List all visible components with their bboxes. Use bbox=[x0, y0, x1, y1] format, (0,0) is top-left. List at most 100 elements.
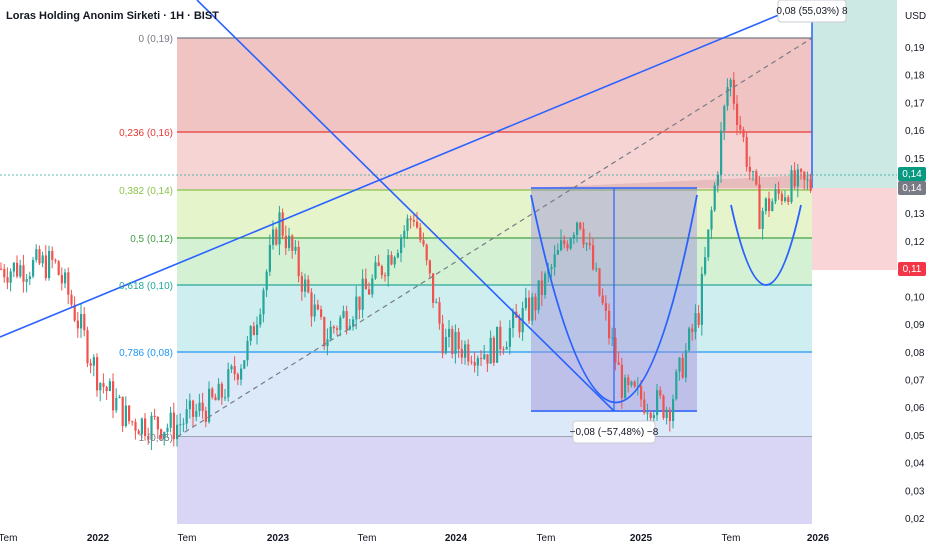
candle-body bbox=[496, 326, 499, 363]
candle-body bbox=[710, 210, 713, 230]
candle-body bbox=[704, 257, 707, 274]
candle-body bbox=[534, 296, 537, 311]
y-tick-label: 0,05 bbox=[905, 431, 925, 442]
candle-body bbox=[601, 295, 604, 304]
candle-body bbox=[316, 304, 319, 310]
last-price-text: 0,14 bbox=[902, 183, 922, 194]
candle-body bbox=[144, 418, 147, 436]
candle-body bbox=[432, 273, 435, 303]
candle-body bbox=[176, 424, 179, 440]
candle-body bbox=[406, 218, 409, 231]
candle-body bbox=[400, 237, 403, 254]
x-tick-label: Tem bbox=[0, 533, 17, 544]
x-tick-label: Tem bbox=[537, 533, 556, 544]
candle-body bbox=[512, 311, 515, 328]
candle-body bbox=[102, 383, 105, 388]
candle-body bbox=[25, 279, 28, 282]
candle-body bbox=[156, 416, 159, 430]
candle-body bbox=[524, 297, 527, 309]
candle-body bbox=[579, 222, 582, 229]
candle-body bbox=[240, 368, 243, 380]
lower-measure-text: −0,08 (−57,48%) −8 bbox=[570, 427, 659, 438]
fib-zone-3 bbox=[177, 238, 812, 285]
candle-body bbox=[761, 210, 764, 229]
candle-body bbox=[9, 271, 12, 283]
candle-body bbox=[560, 240, 563, 251]
candle-body bbox=[342, 311, 345, 318]
descending-trendline[interactable] bbox=[196, 0, 615, 412]
candle-body bbox=[745, 137, 748, 167]
candle-body bbox=[128, 405, 131, 422]
candle-body bbox=[780, 193, 783, 202]
candle-body bbox=[147, 435, 150, 440]
candle-body bbox=[723, 106, 726, 131]
candle-body bbox=[134, 421, 137, 431]
candle-body bbox=[489, 337, 492, 364]
ascending-trendline[interactable] bbox=[0, 0, 816, 338]
candle-body bbox=[150, 415, 153, 440]
candle-body bbox=[272, 229, 275, 245]
candle-body bbox=[784, 197, 787, 202]
x-tick-label: Tem bbox=[178, 533, 197, 544]
candle-body bbox=[480, 358, 483, 360]
x-tick-label: 2023 bbox=[267, 533, 290, 544]
fib-extension-zone bbox=[177, 437, 812, 524]
candle-body bbox=[297, 246, 300, 277]
candle-body bbox=[633, 381, 636, 387]
candle-body bbox=[528, 297, 531, 321]
candle-body bbox=[284, 235, 287, 249]
candle-body bbox=[796, 169, 799, 187]
y-tick-label: 0,19 bbox=[905, 43, 925, 54]
candle-body bbox=[620, 364, 623, 398]
y-tick-label: 0,03 bbox=[905, 486, 925, 497]
candle-body bbox=[44, 255, 47, 279]
candle-body bbox=[73, 304, 76, 321]
x-tick-label: 2024 bbox=[445, 533, 468, 544]
candle-body bbox=[198, 402, 201, 412]
candle-body bbox=[697, 313, 700, 325]
candle-body bbox=[588, 243, 591, 246]
candle-body bbox=[729, 79, 732, 88]
candle-body bbox=[550, 267, 553, 270]
candle-body bbox=[403, 230, 406, 238]
candle-body bbox=[252, 326, 255, 336]
candle-body bbox=[160, 429, 163, 439]
candle-body bbox=[435, 302, 438, 304]
current-price-badge bbox=[898, 167, 926, 181]
candle-body bbox=[16, 262, 19, 277]
candle-body bbox=[208, 388, 211, 422]
candle-body bbox=[192, 400, 195, 417]
candle-body bbox=[595, 268, 598, 270]
candle-body bbox=[57, 261, 60, 275]
candle-body bbox=[304, 279, 307, 292]
cup-curve[interactable] bbox=[530, 194, 698, 404]
candle-body bbox=[768, 198, 771, 211]
candle-body bbox=[377, 262, 380, 267]
candle-body bbox=[12, 262, 15, 272]
candle-body bbox=[787, 197, 790, 203]
candle-body bbox=[748, 166, 751, 172]
fib-label-0: 0 (0,19) bbox=[139, 34, 173, 45]
candle-body bbox=[688, 328, 691, 351]
candle-body bbox=[124, 405, 127, 427]
candle-body bbox=[544, 273, 547, 295]
candle-body bbox=[211, 388, 214, 398]
candle-body bbox=[483, 354, 486, 359]
candle-body bbox=[300, 276, 303, 292]
candle-body bbox=[348, 325, 351, 330]
candle-body bbox=[691, 328, 694, 332]
candle-body bbox=[576, 222, 579, 235]
fib-zone-5 bbox=[177, 352, 812, 437]
candle-body bbox=[451, 328, 454, 354]
candle-body bbox=[736, 103, 739, 125]
x-tick-label: Tem bbox=[722, 533, 741, 544]
candle-body bbox=[656, 390, 659, 416]
candle-body bbox=[185, 409, 188, 424]
fib-label-2: 0,382 (0,14) bbox=[119, 186, 173, 197]
candle-body bbox=[640, 386, 643, 400]
candle-body bbox=[182, 423, 185, 425]
x-tick-label: 2026 bbox=[807, 533, 830, 544]
x-tick-label: Tem bbox=[358, 533, 377, 544]
handle-curve[interactable] bbox=[730, 204, 802, 286]
